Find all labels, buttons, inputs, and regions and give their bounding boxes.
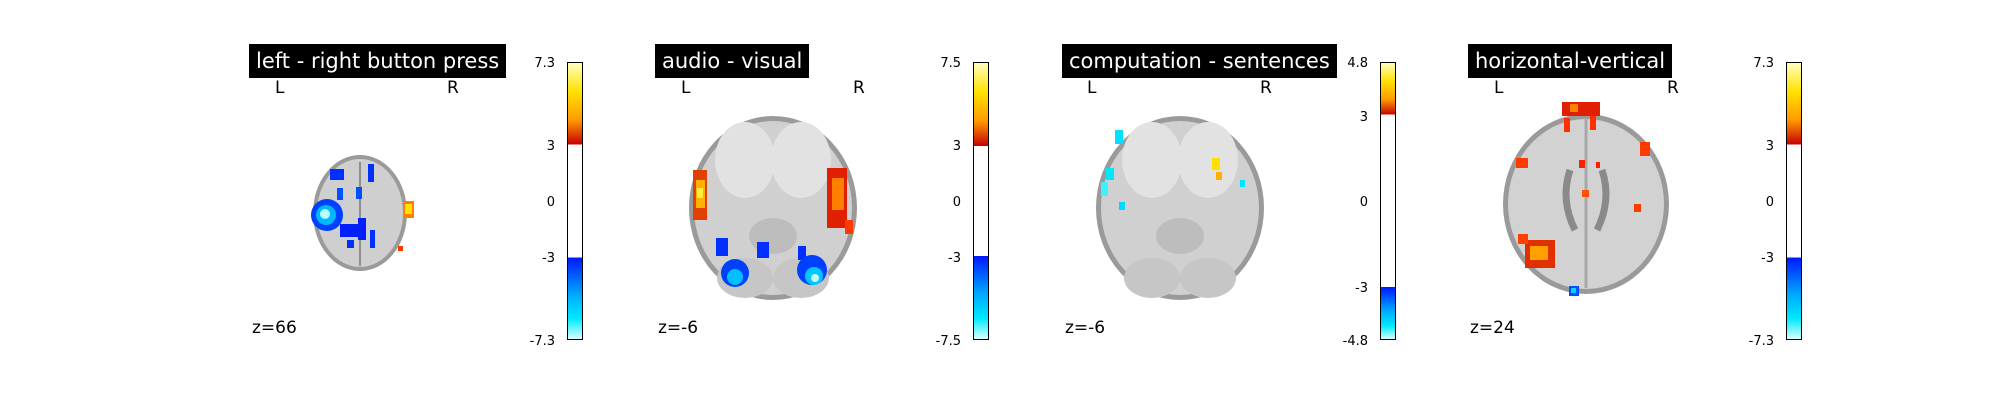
left-hemisphere-label: L [275,78,285,98]
activation-cold [370,230,375,248]
activation-hot [1564,118,1570,132]
activation-hot [1516,158,1528,168]
left-hemisphere-label: L [681,78,691,98]
activation-hot [1634,204,1641,212]
activation-cold [727,269,743,285]
colorbar-tick-upper-threshold: 3 [546,139,555,154]
colorbar-tick-zero: 0 [1765,195,1774,210]
activation-cold [337,188,343,200]
activation-cold [356,187,362,199]
z-coordinate-label: z=-6 [658,318,699,338]
z-coordinate-label: z=24 [1470,318,1515,338]
colorbar [1786,62,1802,340]
activation-hot [1579,160,1585,168]
activation-hot [398,246,403,251]
z-coordinate-label: z=-6 [1065,318,1106,338]
colorbar-tick-zero: 0 [546,195,555,210]
colorbar-tick-upper-threshold: 3 [1359,110,1368,125]
colorbar-tick-max: 7.5 [940,56,961,71]
activation-cold [1106,168,1114,180]
frontal-lobe [771,122,831,198]
right-hemisphere-label: R [1260,78,1272,98]
colorbar-tick-max: 7.3 [534,56,555,71]
activation-hot [1212,158,1220,170]
frontal-lobe [1122,122,1182,198]
activation-hot [845,220,853,234]
colorbar-tick-min: -4.8 [1342,334,1368,349]
colorbar-tick-min: -7.3 [1748,334,1774,349]
panel-title: computation - sentences [1062,44,1337,78]
cerebellum [1180,258,1236,298]
colorbar [973,62,989,340]
activation-hot [1582,190,1589,197]
activation-cold [798,246,806,260]
colorbar-tick-min: -7.3 [529,334,555,349]
frontal-lobe [1178,122,1238,198]
colorbar-tick-zero: 0 [1359,195,1368,210]
activation-hot [405,204,412,214]
lateral-ventricle [1593,168,1610,232]
activation-cold [757,242,769,258]
lateral-ventricle [1562,168,1579,232]
z-coordinate-label: z=66 [252,318,297,338]
right-hemisphere-label: R [447,78,459,98]
activation-hot [1530,246,1548,260]
activation-hot [832,178,844,210]
panel-title: left - right button press [249,44,507,78]
brain-slice-image [311,155,414,271]
activation-hot [1590,116,1596,130]
activation-cold [1101,182,1108,196]
panel-audio-visual: audio - visual L R z=-6 7.5 3 0 -3 -7.5 [0,0,989,400]
left-hemisphere-label: L [1087,78,1097,98]
activation-hot [1216,172,1222,180]
panel-left-right-button-press: left - right button press L R z=66 7.3 3… [0,0,583,400]
brain-slice-image [1096,116,1264,300]
activation-cold [1571,288,1576,293]
brain-slice-image [1503,102,1669,296]
colorbar-tick-lower-threshold: -3 [542,251,555,266]
activation-hot [697,188,703,198]
activation-hot [1596,162,1600,168]
panel-title: horizontal-vertical [1468,44,1673,78]
activation-cold [1240,180,1245,187]
panel-computation-sentences: computation - sentences L R z=-6 4.8 3 0… [0,0,1396,400]
activation-cold [340,224,360,237]
colorbar [1380,62,1396,340]
frontal-lobe [715,122,775,198]
colorbar-tick-lower-threshold: -3 [948,251,961,266]
colorbar-tick-min: -7.5 [935,334,961,349]
panel-title: audio - visual [655,44,810,78]
right-hemisphere-label: R [1667,78,1679,98]
right-hemisphere-label: R [853,78,865,98]
activation-hot [1640,142,1650,156]
brainstem [1156,218,1204,254]
activation-cold [320,209,330,219]
colorbar-tick-zero: 0 [952,195,961,210]
activation-cold [368,164,374,182]
cerebellum [1124,258,1180,298]
activation-cold [347,240,354,248]
activation-hot [1518,234,1528,244]
activation-cold [330,169,344,180]
colorbar-tick-upper-threshold: 3 [952,139,961,154]
colorbar-tick-lower-threshold: -3 [1355,281,1368,296]
activation-cold [358,218,366,240]
activation-hot [1570,104,1578,112]
activation-cold [716,238,728,256]
colorbar-tick-upper-threshold: 3 [1765,139,1774,154]
activation-cold [1115,130,1123,144]
panel-horizontal-vertical: horizontal-vertical L R z=24 7.3 3 0 -3 … [0,0,1802,400]
activation-cold [811,274,819,282]
activation-cold [1119,202,1125,210]
left-hemisphere-label: L [1494,78,1504,98]
brain-slice-image [689,116,857,300]
colorbar-tick-lower-threshold: -3 [1761,251,1774,266]
activation-hot [1562,102,1600,116]
colorbar-tick-max: 4.8 [1347,56,1368,71]
colorbar-tick-max: 7.3 [1753,56,1774,71]
colorbar [567,62,583,340]
